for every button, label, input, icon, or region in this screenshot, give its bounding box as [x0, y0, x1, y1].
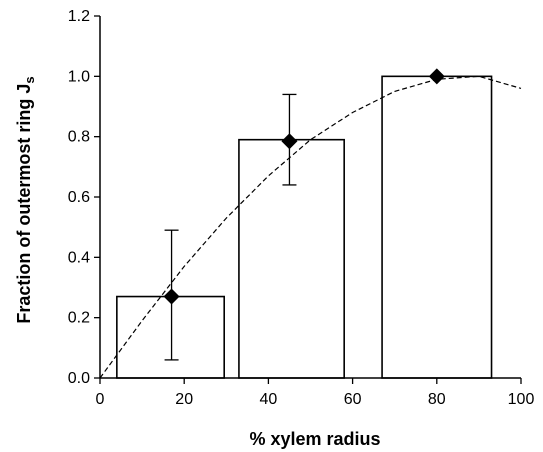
x-tick-label: 60 — [344, 391, 362, 408]
y-tick-label: 1.2 — [68, 8, 90, 25]
y-tick-label: 0.6 — [68, 189, 90, 206]
fit-curve — [99, 75, 522, 379]
y-tick-label: 0.2 — [68, 310, 90, 327]
y-tick-label: 0.0 — [68, 370, 90, 387]
data-point-3 — [428, 68, 445, 85]
y-axis-title-subscript: s — [22, 76, 37, 83]
y-axis-title: Fraction of outermost ring Js — [14, 76, 37, 323]
y-axis-title-main: Fraction of outermost ring J — [14, 84, 34, 324]
x-tick-label: 40 — [260, 391, 278, 408]
x-tick-label: 20 — [175, 391, 193, 408]
bar-2 — [238, 138, 345, 379]
x-tick-label: 100 — [508, 391, 535, 408]
y-tick-label: 0.4 — [68, 249, 90, 266]
data-point-1 — [163, 288, 180, 305]
bar-3 — [381, 75, 493, 379]
x-axis-title: % xylem radius — [249, 429, 380, 449]
plot-area: 0.0 0.2 0.4 0.6 0.8 1.0 1.2 0 20 40 60 80 100 — [68, 8, 535, 408]
x-tick-label: 80 — [428, 391, 446, 408]
x-tick-label: 0 — [96, 391, 105, 408]
data-point-2 — [281, 133, 298, 150]
y-tick-label: 1.0 — [68, 68, 90, 85]
y-tick-label: 0.8 — [68, 129, 90, 146]
bar-1 — [116, 295, 225, 379]
